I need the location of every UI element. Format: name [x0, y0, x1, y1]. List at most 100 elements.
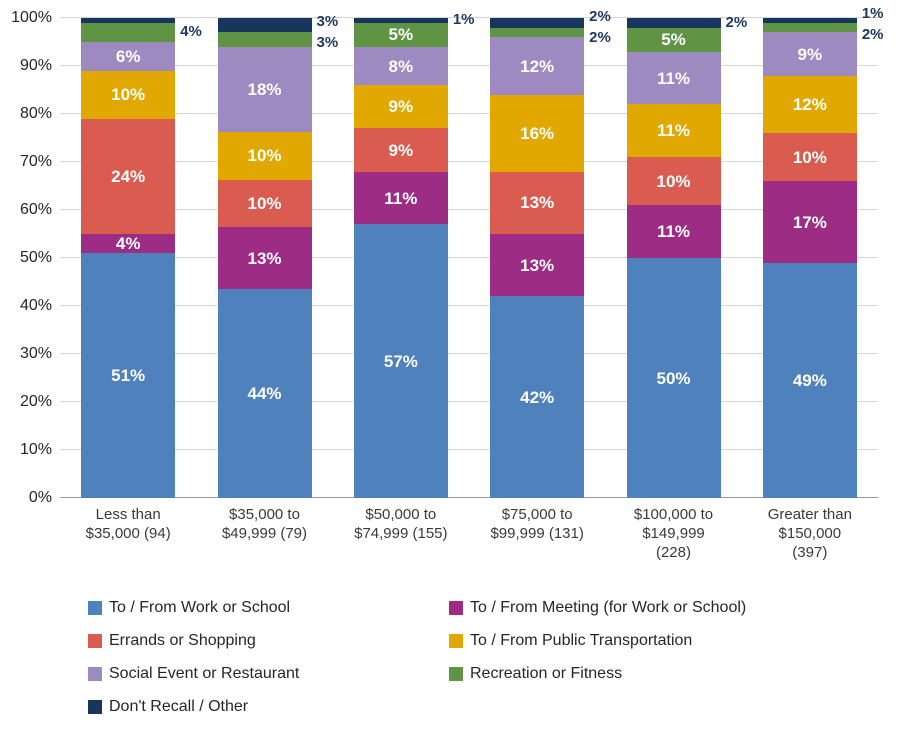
segment-label: 12% — [520, 56, 555, 76]
x-axis-label: $100,000 to $149,999 (228) — [633, 506, 714, 561]
bar-segment: 10% — [217, 132, 312, 180]
bar-segment: 49% — [762, 262, 857, 498]
legend-item: Social Event or Restaurant — [88, 664, 299, 683]
segment-label: 13% — [520, 193, 555, 213]
bar-segment: 4% — [81, 234, 176, 254]
gridline — [60, 209, 878, 210]
segment-label: 11% — [656, 121, 691, 141]
legend-swatch — [88, 633, 102, 648]
bar-segment: 11% — [353, 171, 448, 225]
legend-label: Errands or Shopping — [109, 632, 256, 649]
bar-segment: 10% — [626, 157, 721, 206]
x-axis-label: Less than $35,000 (94) — [85, 506, 171, 542]
segment-outside-label: 2% — [861, 25, 884, 43]
legend-item: Don't Recall / Other — [88, 697, 248, 716]
segment-label: 51% — [111, 366, 146, 386]
legend-swatch — [449, 666, 463, 681]
segment-label: 18% — [247, 79, 282, 99]
y-axis-label: 20% — [19, 393, 52, 410]
bar-segment — [762, 22, 857, 33]
bar-segment: 10% — [81, 70, 176, 119]
legend-label: Recreation or Fitness — [470, 665, 623, 682]
bar-segment: 42% — [490, 296, 585, 498]
y-axis-label: 50% — [19, 249, 52, 266]
bar-segment: 13% — [490, 171, 585, 234]
bar-segment: 10% — [217, 179, 312, 228]
bar-segment — [490, 27, 585, 38]
segment-label: 24% — [111, 166, 146, 186]
segment-outside-label: 3% — [316, 12, 339, 30]
segment-outside-label: 2% — [589, 8, 611, 26]
bar-segment: 51% — [81, 253, 176, 498]
gridline — [60, 353, 878, 354]
gridline — [60, 497, 878, 498]
segment-label: 10% — [247, 193, 282, 213]
y-axis-label: 80% — [19, 105, 52, 122]
bar-segment: 24% — [81, 118, 176, 234]
gridline — [60, 161, 878, 162]
segment-label: 42% — [520, 387, 555, 407]
legend-label: Don't Recall / Other — [109, 698, 249, 715]
legend-label: To / From Meeting (for Work or School) — [470, 599, 747, 616]
bar-segment: 5% — [353, 22, 448, 47]
segment-outside-label: 3% — [316, 33, 339, 51]
segment-label: 49% — [792, 370, 827, 390]
bar-segment: 12% — [490, 37, 585, 95]
segment-outside-label: 1% — [452, 11, 475, 29]
gridline — [60, 113, 878, 114]
bar-segment: 50% — [626, 258, 721, 498]
bar-segment — [490, 18, 585, 28]
y-axis-label: 70% — [19, 153, 52, 170]
segment-label: 9% — [797, 44, 823, 64]
bar-segment: 13% — [217, 227, 312, 289]
segment-label: 13% — [247, 248, 282, 268]
segment-label: 10% — [247, 146, 282, 166]
segment-label: 9% — [388, 140, 414, 160]
bar-segment: 9% — [353, 85, 448, 129]
bar-segment: 11% — [626, 104, 721, 158]
segment-label: 5% — [661, 30, 686, 50]
plot-area: 51% 4% 24% 10% 6% 4% 44% 13% 10% 10% 18% 3% 3% 57% 11%… — [60, 5, 884, 498]
legend-swatch — [88, 666, 102, 681]
y-axis-label: 30% — [19, 345, 52, 362]
bar-segment: 6% — [81, 42, 176, 71]
bar-segment — [353, 18, 448, 23]
segment-label: 4% — [115, 234, 141, 254]
bar-segment: 9% — [762, 32, 857, 76]
x-axis-label: Greater than $150,000 (397) — [767, 506, 852, 561]
segment-label: 10% — [792, 147, 827, 167]
segment-label: 11% — [384, 188, 418, 208]
bar-segment — [626, 18, 721, 28]
y-axis-label: 40% — [19, 297, 52, 314]
segment-label: 11% — [656, 68, 691, 88]
legend-label: Social Event or Restaurant — [109, 665, 300, 682]
segment-label: 12% — [792, 94, 827, 114]
legend-label: To / From Work or School — [109, 599, 291, 616]
legend-label: To / From Public Transportation — [470, 632, 693, 649]
legend-swatch — [88, 600, 102, 615]
bar-segment: 13% — [490, 234, 585, 297]
segment-label: 44% — [247, 383, 282, 403]
segment-outside-label: 1% — [861, 4, 884, 22]
x-axis-label: $75,000 to $99,999 (131) — [490, 506, 584, 542]
gridline — [60, 17, 878, 18]
bar-segment: 11% — [626, 51, 721, 105]
bar-segment: 8% — [353, 46, 448, 86]
segment-label: 8% — [388, 56, 414, 76]
segment-label: 57% — [383, 351, 418, 371]
legend-item: To / From Work or School — [88, 598, 290, 617]
legend-item: Recreation or Fitness — [449, 664, 622, 683]
bar-segment — [217, 18, 312, 33]
legend-item: To / From Meeting (for Work or School) — [449, 598, 746, 617]
segment-outside-label: 2% — [589, 29, 611, 47]
bar-segment: 9% — [353, 128, 448, 172]
gridline — [60, 305, 878, 306]
gridline — [60, 257, 878, 258]
segment-outside-label: 4% — [180, 23, 202, 41]
x-axis-label: $50,000 to $74,999 (155) — [354, 506, 448, 542]
bar-segment: 17% — [762, 181, 857, 263]
segment-label: 50% — [656, 368, 691, 388]
bar-segment: 11% — [626, 205, 721, 258]
bar-segment: 16% — [490, 94, 585, 172]
